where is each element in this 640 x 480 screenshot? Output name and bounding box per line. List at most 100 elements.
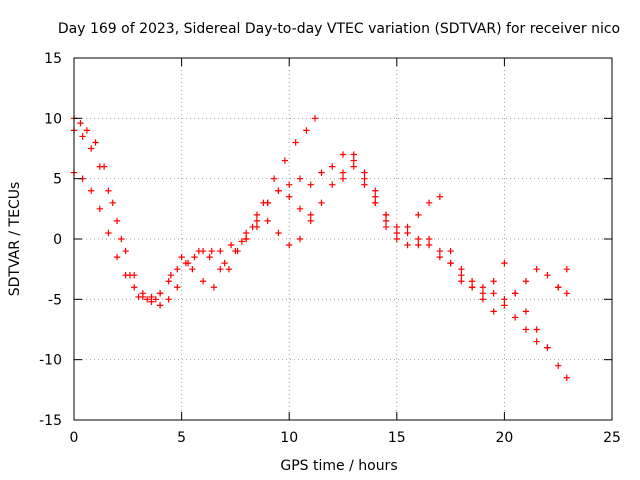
data-point <box>372 193 379 200</box>
data-point <box>563 290 571 297</box>
data-point <box>191 253 198 261</box>
series-track-1 <box>70 115 319 309</box>
data-point <box>234 247 241 255</box>
data-point <box>501 259 508 267</box>
data-point <box>131 272 138 279</box>
axis-ticks: 0 5 10 15 20 25 -15 -10 -5 0 5 10 15 <box>39 51 621 446</box>
y-tick-label: 5 <box>53 172 62 188</box>
data-point <box>253 223 261 231</box>
data-point <box>174 265 181 273</box>
data-point <box>199 278 207 285</box>
data-point <box>156 302 164 309</box>
data-point <box>533 338 540 345</box>
data-point <box>96 205 104 213</box>
data-point <box>533 265 540 273</box>
data-point <box>253 211 261 219</box>
data-point <box>88 145 95 152</box>
data-point <box>490 290 497 297</box>
data-point <box>148 298 155 305</box>
x-tick-label: 10 <box>280 430 298 446</box>
y-tick-label: 15 <box>44 51 62 67</box>
data-point <box>533 326 540 333</box>
data-point <box>264 217 271 225</box>
data-point <box>372 187 379 194</box>
series-track-2 <box>70 127 390 301</box>
data-point <box>83 127 91 134</box>
data-point <box>511 290 519 297</box>
data-point <box>511 314 519 321</box>
data-point <box>329 181 336 188</box>
data-point <box>350 163 357 170</box>
series-track-3 <box>70 169 314 305</box>
data-point <box>563 265 571 273</box>
data-point <box>425 241 433 249</box>
data-point <box>139 293 147 301</box>
x-tick-label: 0 <box>70 430 79 446</box>
data-point <box>415 241 422 249</box>
data-point <box>286 181 293 188</box>
data-point <box>436 247 444 255</box>
data-point <box>361 181 368 188</box>
x-axis-label: GPS time / hours <box>280 458 397 474</box>
data-point <box>479 296 487 303</box>
data-point <box>339 175 347 182</box>
data-point <box>382 217 390 225</box>
data-point <box>292 139 299 146</box>
data-point <box>415 211 422 219</box>
data-point <box>227 241 235 249</box>
data-point <box>210 284 218 291</box>
data-point <box>501 302 508 309</box>
data-point <box>307 211 314 219</box>
data-point <box>436 253 444 261</box>
data-point <box>113 217 121 225</box>
data-point <box>350 157 357 164</box>
y-tick-label: 10 <box>44 111 62 127</box>
x-tick-label: 15 <box>388 430 406 446</box>
data-point <box>165 296 172 303</box>
data-point <box>318 199 325 206</box>
data-point <box>458 278 465 285</box>
data-point <box>221 259 228 267</box>
data-point <box>242 235 250 243</box>
chart-title: Day 169 of 2023, Sidereal Day-to-day VTE… <box>58 21 620 37</box>
data-point <box>122 272 129 279</box>
data-point <box>152 296 159 303</box>
data-point <box>281 157 289 164</box>
data-point <box>275 187 282 194</box>
data-point <box>544 344 551 351</box>
series-track-5 <box>339 163 571 381</box>
data-point <box>372 199 379 206</box>
data-point <box>92 139 99 146</box>
data-point <box>404 241 411 249</box>
data-point <box>339 151 347 158</box>
y-tick-label: -5 <box>48 292 62 308</box>
data-point <box>447 247 454 255</box>
data-point <box>555 284 562 291</box>
data-point <box>105 187 112 194</box>
data-point <box>79 133 86 140</box>
data-point <box>522 278 530 285</box>
data-point <box>404 223 411 231</box>
series-track-6 <box>372 187 571 351</box>
data-point <box>296 235 304 243</box>
data-point <box>329 163 336 170</box>
data-point <box>217 247 224 255</box>
data-point <box>501 296 508 303</box>
data-point <box>113 253 121 261</box>
data-point <box>393 235 400 243</box>
y-tick-label: -15 <box>39 413 62 429</box>
data-point <box>286 241 293 249</box>
data-point <box>307 217 314 225</box>
data-point <box>393 229 400 237</box>
data-point <box>208 247 215 255</box>
data-point <box>264 199 271 206</box>
data-point <box>286 193 293 200</box>
y-tick-label: 0 <box>53 232 62 248</box>
data-point <box>311 115 319 122</box>
data-point <box>555 362 562 369</box>
data-point <box>296 205 304 213</box>
data-point <box>563 374 571 381</box>
data-point <box>217 265 224 273</box>
data-point <box>382 211 390 219</box>
